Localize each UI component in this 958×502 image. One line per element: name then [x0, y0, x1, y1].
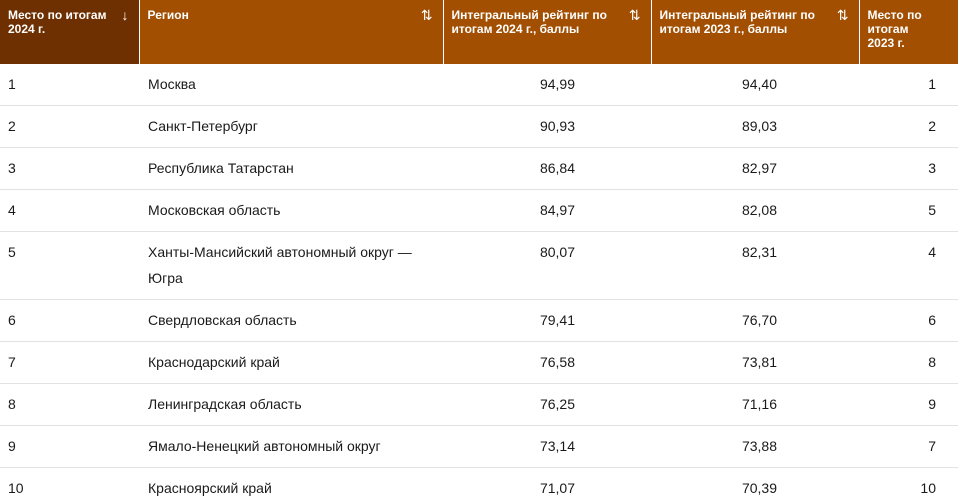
table-row: 5 Ханты-Мансийский автономный округ — Юг… [0, 231, 958, 300]
cell-score-2023: 73,88 [651, 425, 859, 468]
sort-toggle-icon[interactable]: ⇅ [420, 7, 433, 23]
cell-score-2023: 82,97 [651, 147, 859, 190]
table-row: 7 Краснодарский край 76,58 73,81 8 [0, 341, 958, 384]
cell-region: Ханты-Мансийский автономный округ — Югра [139, 231, 443, 300]
cell-score-2023: 82,08 [651, 189, 859, 232]
cell-score-2023: 70,39 [651, 467, 859, 502]
cell-place-2024: 7 [0, 341, 139, 384]
cell-place-2023: 4 [859, 231, 958, 300]
cell-score-2023: 76,70 [651, 299, 859, 342]
header-place-2024-label: Место по итогам 2024 г. [8, 8, 107, 36]
cell-score-2023: 89,03 [651, 105, 859, 148]
cell-place-2024: 5 [0, 231, 139, 300]
cell-score-2024: 84,97 [443, 189, 651, 232]
cell-score-2023: 82,31 [651, 231, 859, 300]
cell-place-2023: 9 [859, 383, 958, 426]
table-row: 1 Москва 94,99 94,40 1 [0, 64, 958, 106]
header-score-2023[interactable]: Интегральный рейтинг по итогам 2023 г., … [651, 0, 860, 64]
header-score-2024-label: Интегральный рейтинг по итогам 2024 г., … [451, 8, 607, 36]
cell-place-2024: 9 [0, 425, 139, 468]
cell-region: Московская область [139, 189, 443, 232]
cell-region: Краснодарский край [139, 341, 443, 384]
cell-place-2023: 3 [859, 147, 958, 190]
table-row: 10 Красноярский край 71,07 70,39 10 [0, 467, 958, 502]
sort-down-icon[interactable]: ↓ [121, 7, 129, 23]
cell-place-2023: 5 [859, 189, 958, 232]
table-row: 3 Республика Татарстан 86,84 82,97 3 [0, 147, 958, 190]
header-score-2024[interactable]: Интегральный рейтинг по итогам 2024 г., … [443, 0, 652, 64]
sort-toggle-icon[interactable]: ⇅ [628, 7, 641, 23]
cell-score-2024: 80,07 [443, 231, 651, 300]
cell-score-2023: 71,16 [651, 383, 859, 426]
cell-region: Республика Татарстан [139, 147, 443, 190]
cell-score-2024: 71,07 [443, 467, 651, 502]
cell-region: Ленинградская область [139, 383, 443, 426]
cell-place-2023: 8 [859, 341, 958, 384]
cell-place-2023: 7 [859, 425, 958, 468]
table-row: 9 Ямало-Ненецкий автономный округ 73,14 … [0, 425, 958, 468]
cell-place-2024: 2 [0, 105, 139, 148]
cell-score-2023: 73,81 [651, 341, 859, 384]
cell-place-2024: 6 [0, 299, 139, 342]
cell-place-2023: 1 [859, 64, 958, 106]
cell-score-2024: 79,41 [443, 299, 651, 342]
cell-score-2024: 94,99 [443, 64, 651, 106]
cell-place-2023: 10 [859, 467, 958, 502]
header-region[interactable]: Регион ⇅ [139, 0, 444, 64]
cell-score-2024: 76,25 [443, 383, 651, 426]
cell-score-2024: 73,14 [443, 425, 651, 468]
cell-score-2024: 86,84 [443, 147, 651, 190]
cell-place-2024: 1 [0, 64, 139, 106]
cell-place-2024: 4 [0, 189, 139, 232]
header-score-2023-label: Интегральный рейтинг по итогам 2023 г., … [659, 8, 815, 36]
cell-region: Санкт-Петербург [139, 105, 443, 148]
cell-region: Москва [139, 64, 443, 106]
table-row: 4 Московская область 84,97 82,08 5 [0, 189, 958, 232]
cell-place-2023: 2 [859, 105, 958, 148]
table-row: 6 Свердловская область 79,41 76,70 6 [0, 299, 958, 342]
cell-place-2024: 3 [0, 147, 139, 190]
cell-region: Свердловская область [139, 299, 443, 342]
header-region-label: Регион [147, 8, 189, 22]
cell-region: Красноярский край [139, 467, 443, 502]
cell-place-2024: 8 [0, 383, 139, 426]
cell-score-2024: 76,58 [443, 341, 651, 384]
cell-score-2024: 90,93 [443, 105, 651, 148]
sort-toggle-icon[interactable]: ⇅ [836, 7, 849, 23]
table-header-row: Место по итогам 2024 г. ↓ Регион ⇅ Интег… [0, 0, 958, 64]
cell-region: Ямало-Ненецкий автономный округ [139, 425, 443, 468]
header-place-2023: Место по итогам 2023 г. [859, 0, 958, 64]
table-row: 8 Ленинградская область 76,25 71,16 9 [0, 383, 958, 426]
table-row: 2 Санкт-Петербург 90,93 89,03 2 [0, 105, 958, 148]
cell-score-2023: 94,40 [651, 64, 859, 106]
cell-place-2023: 6 [859, 299, 958, 342]
cell-place-2024: 10 [0, 467, 139, 502]
header-place-2024[interactable]: Место по итогам 2024 г. ↓ [0, 0, 140, 64]
header-place-2023-label: Место по итогам 2023 г. [867, 8, 922, 50]
